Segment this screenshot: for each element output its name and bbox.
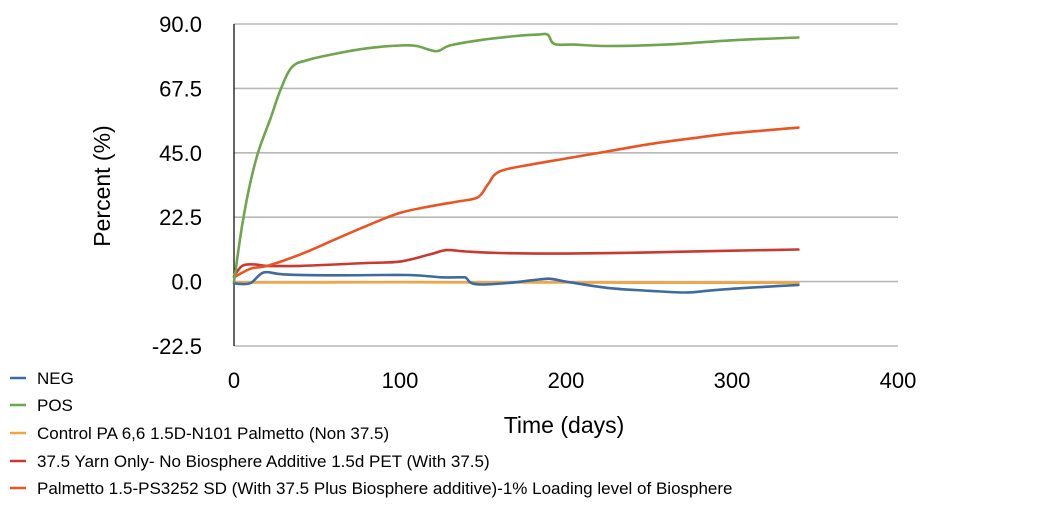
x-axis-title: Time (days) — [504, 412, 625, 438]
y-tick-label: 0.0 — [171, 270, 202, 295]
y-tick-label: 90.0 — [159, 12, 202, 37]
x-tick-label: 200 — [548, 368, 585, 393]
legend-label: Palmetto 1.5-PS3252 SD (With 37.5 Plus B… — [37, 479, 733, 498]
x-tick-label: 100 — [382, 368, 419, 393]
series-line-2 — [232, 32, 800, 283]
legend-label: Control PA 6,6 1.5D-N101 Palmetto (Non 3… — [37, 424, 389, 443]
y-tick-label: 67.5 — [159, 76, 202, 101]
legend-label: POS — [37, 396, 73, 415]
series-lines — [232, 32, 800, 294]
series-line-5 — [232, 126, 800, 279]
legend: NEG POS Control PA 6,6 1.5D-N101 Palmetto … — [10, 369, 733, 498]
gridlines — [234, 23, 898, 347]
legend-label: 37.5 Yarn Only- No Biosphere Additive 1.… — [37, 452, 490, 471]
x-tick-label: 0 — [228, 368, 240, 393]
x-tick-labels: 0 100 200 300 400 — [228, 368, 916, 393]
legend-label: NEG — [37, 369, 74, 388]
y-axis-title: Percent (%) — [89, 125, 115, 246]
series-line-4 — [232, 248, 800, 278]
y-tick-labels: 90.0 67.5 45.0 22.5 0.0 -22.5 — [152, 12, 202, 359]
x-tick-label: 400 — [880, 368, 917, 393]
y-tick-label: 45.0 — [159, 141, 202, 166]
y-tick-label: 22.5 — [159, 205, 202, 230]
y-tick-label: -22.5 — [152, 334, 202, 359]
x-tick-label: 300 — [714, 368, 751, 393]
series-line-1 — [232, 270, 800, 294]
